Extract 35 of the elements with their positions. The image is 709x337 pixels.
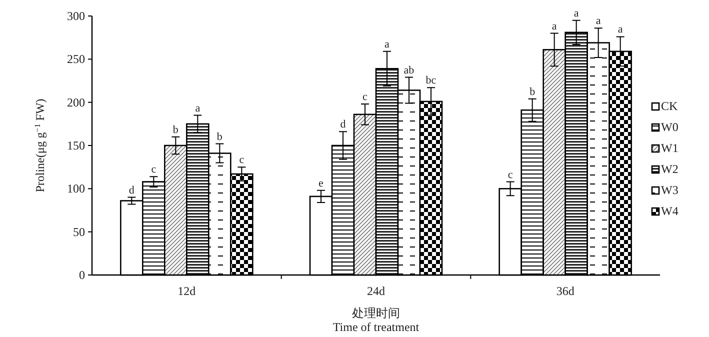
- data-label: c: [151, 164, 156, 176]
- data-label: c: [239, 154, 244, 166]
- data-label: a: [384, 38, 390, 50]
- x-tick-label: 36d: [556, 284, 574, 298]
- legend-label: W3: [661, 183, 678, 197]
- data-label: c: [362, 91, 368, 104]
- data-label: ab: [404, 64, 415, 76]
- x-tick-label: 24d: [367, 284, 385, 298]
- legend-label: CK: [661, 99, 678, 113]
- x-tick-label: 12d: [178, 284, 196, 298]
- data-label: b: [216, 130, 223, 143]
- legend-label: W1: [661, 141, 678, 155]
- y-tick-label: 200: [67, 95, 85, 110]
- legend-label: W4: [661, 204, 678, 218]
- legend-label: W2: [661, 162, 678, 176]
- data-label: e: [318, 177, 324, 190]
- x-axis-title: 处理时间 Time of treatment: [332, 306, 420, 334]
- data-label: b: [530, 86, 536, 98]
- data-label: a: [195, 102, 200, 114]
- data-label: d: [128, 184, 135, 196]
- data-label: a: [552, 20, 557, 32]
- data-label: a: [596, 15, 601, 28]
- data-label: d: [340, 118, 346, 131]
- y-tick-label: 150: [67, 138, 85, 152]
- y-tick-label: 250: [67, 52, 85, 66]
- y-tick-label: 300: [67, 9, 85, 23]
- data-label: b: [172, 124, 179, 136]
- data-label: bc: [426, 74, 436, 87]
- data-label: a: [574, 7, 579, 20]
- y-tick-label: 50: [73, 224, 85, 239]
- y-tick-label: 100: [67, 182, 85, 196]
- legend-label: W0: [661, 120, 678, 134]
- data-label: a: [618, 24, 623, 36]
- data-label: c: [508, 168, 513, 181]
- y-tick-label: 0: [79, 268, 85, 282]
